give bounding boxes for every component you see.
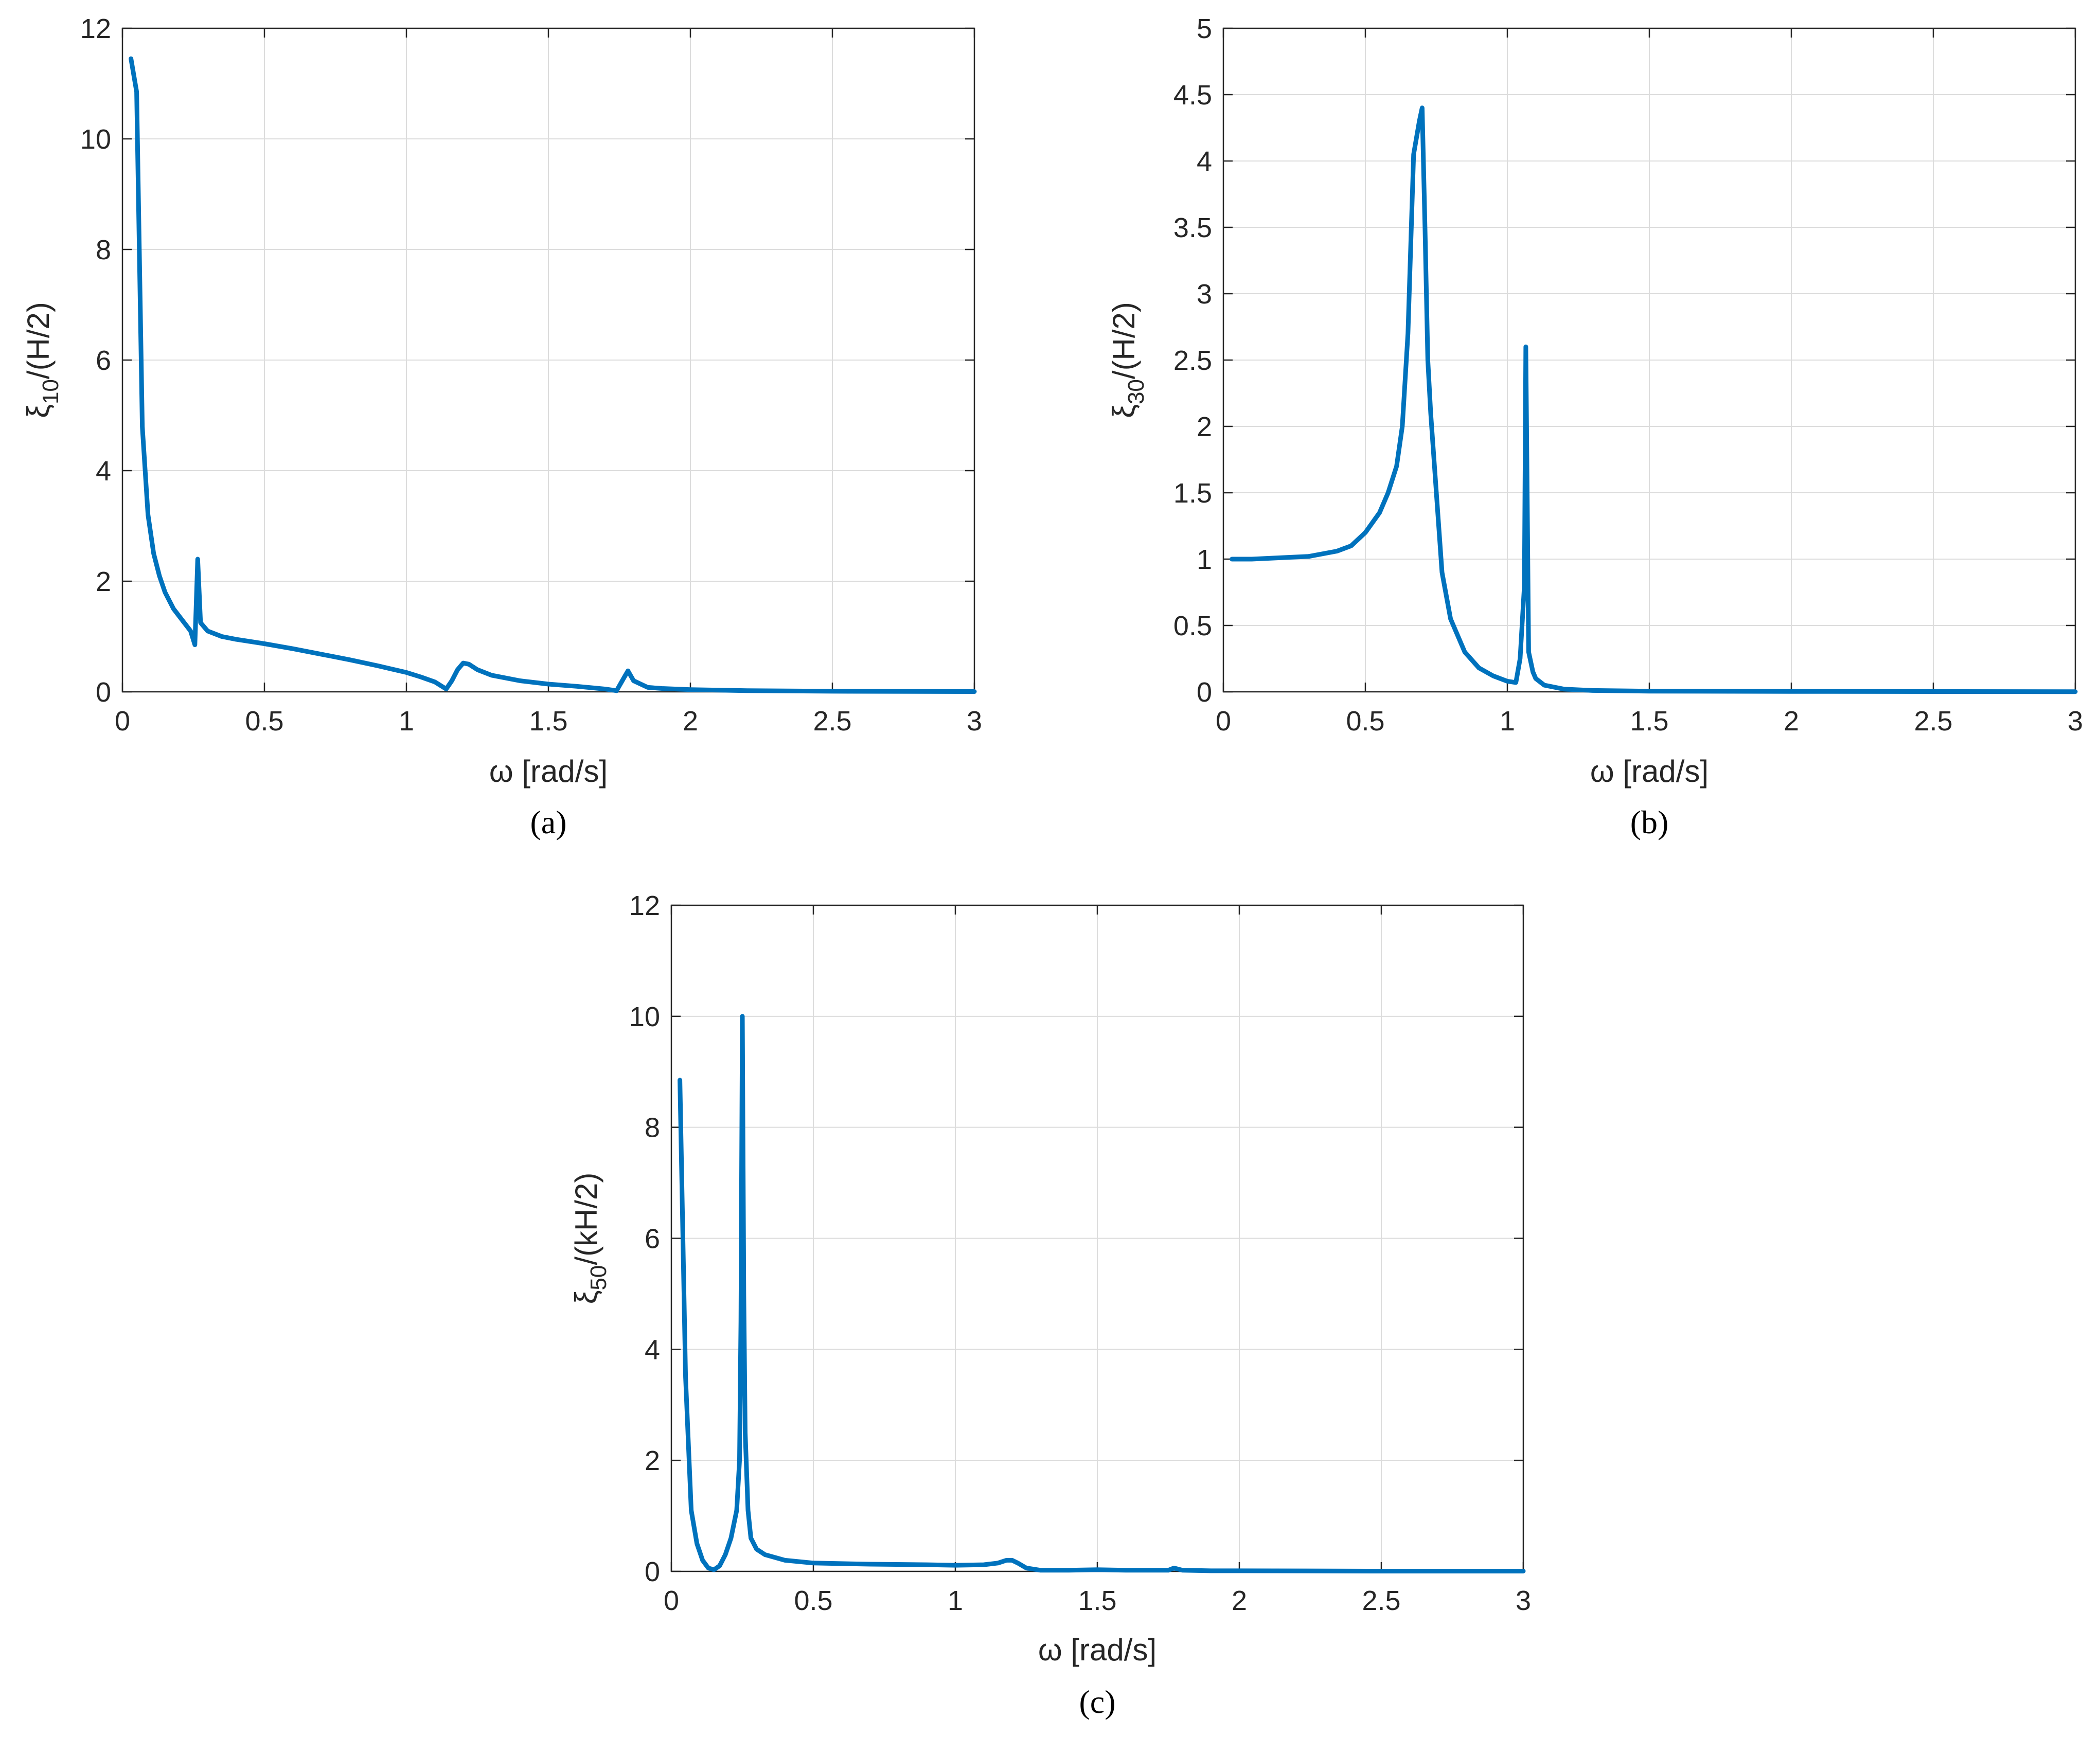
y-tick-label: 0.5	[1173, 611, 1212, 641]
y-tick-label: 2	[645, 1445, 660, 1476]
y-axis-label-unit: /(kH/2)	[569, 1173, 603, 1265]
x-tick-label: 2	[1232, 1585, 1247, 1616]
y-tick-label: 2.5	[1173, 345, 1212, 376]
y-tick-label: 3	[1197, 279, 1212, 310]
x-tick-label: 3	[2068, 706, 2083, 737]
y-tick-label: 10	[629, 1001, 660, 1032]
y-tick-label: 1	[1197, 544, 1212, 575]
y-tick-label: 5	[1197, 13, 1212, 44]
series-line-a	[129, 56, 977, 694]
x-tick-label: 2	[1784, 706, 1799, 737]
x-tick-label: 3	[967, 706, 982, 737]
x-axis-label: ω [rad/s]	[1590, 754, 1709, 789]
panel-label-c: (c)	[1079, 1684, 1115, 1720]
y-tick-label: 8	[645, 1113, 660, 1143]
y-tick-label: 1.5	[1173, 478, 1212, 509]
panel-label-a: (a)	[530, 804, 566, 840]
y-axis-label-unit: /(H/2)	[21, 302, 56, 379]
series-line-b	[1230, 105, 2078, 694]
y-tick-label: 4	[645, 1334, 660, 1365]
y-tick-label: 2	[1197, 411, 1212, 442]
y-axis-label-subscript: 30	[1124, 379, 1149, 404]
y-tick-label: 0	[645, 1556, 660, 1587]
x-tick-label: 0	[1216, 706, 1231, 737]
y-axis-label-unit: /(H/2)	[1107, 302, 1141, 379]
y-tick-label: 3.5	[1173, 212, 1212, 243]
y-tick-label: 0	[96, 677, 111, 708]
y-tick-label: 4.5	[1173, 80, 1212, 111]
y-tick-label: 6	[645, 1224, 660, 1255]
x-tick-label: 0.5	[794, 1585, 832, 1616]
y-axis-label-symbol: ξ	[1107, 404, 1141, 418]
x-axis-label: ω [rad/s]	[1038, 1633, 1156, 1667]
y-tick-label: 4	[1197, 146, 1212, 177]
y-axis-label: ξ10/(H/2)	[21, 302, 63, 418]
y-axis-label-subscript: 50	[586, 1265, 611, 1291]
x-tick-label: 0	[664, 1585, 679, 1616]
x-tick-label: 0.5	[245, 706, 283, 737]
y-tick-label: 6	[96, 345, 111, 376]
y-axis-label: ξ30/(H/2)	[1107, 302, 1149, 418]
x-tick-label: 2.5	[813, 706, 851, 737]
y-tick-label: 4	[96, 456, 111, 487]
chart-panel-b: 0 0.5 1 1.5 2 2.5 300.511.522.533.544.55ω [rad…	[1107, 13, 2083, 840]
x-tick-label: 2.5	[1362, 1585, 1400, 1616]
y-axis-label: ξ50/(kH/2)	[569, 1173, 611, 1304]
panel-label-b: (b)	[1630, 804, 1669, 840]
x-tick-label: 1.5	[529, 706, 567, 737]
x-tick-label: 1.5	[1630, 706, 1668, 737]
y-tick-label: 10	[80, 124, 111, 155]
y-tick-label: 2	[96, 566, 111, 597]
series-line-c	[678, 1014, 1526, 1573]
x-tick-label: 1.5	[1078, 1585, 1116, 1616]
y-tick-label: 12	[80, 13, 111, 44]
y-axis-label-symbol: ξ	[569, 1291, 603, 1304]
x-axis-label: ω [rad/s]	[489, 754, 608, 789]
chart-panel-c: 0 0.5 1 1.5 2 2.5 3 0 2 4 6 8 10 12 ω [rad/s] ξ50/(kH/2…	[569, 890, 1531, 1720]
x-tick-label: 0.5	[1346, 706, 1384, 737]
x-tick-label: 0	[115, 706, 130, 737]
x-tick-label: 3	[1516, 1585, 1531, 1616]
x-tick-label: 1	[1500, 706, 1515, 737]
y-tick-label: 12	[629, 890, 660, 921]
y-axis-label-symbol: ξ	[21, 404, 56, 418]
x-tick-label: 2.5	[1914, 706, 1952, 737]
x-tick-label: 1	[948, 1585, 963, 1616]
x-tick-label: 2	[683, 706, 698, 737]
y-axis-label-subscript: 10	[38, 379, 63, 404]
y-tick-label: 0	[1197, 677, 1212, 708]
y-tick-label: 8	[96, 235, 111, 265]
x-tick-label: 1	[399, 706, 414, 737]
